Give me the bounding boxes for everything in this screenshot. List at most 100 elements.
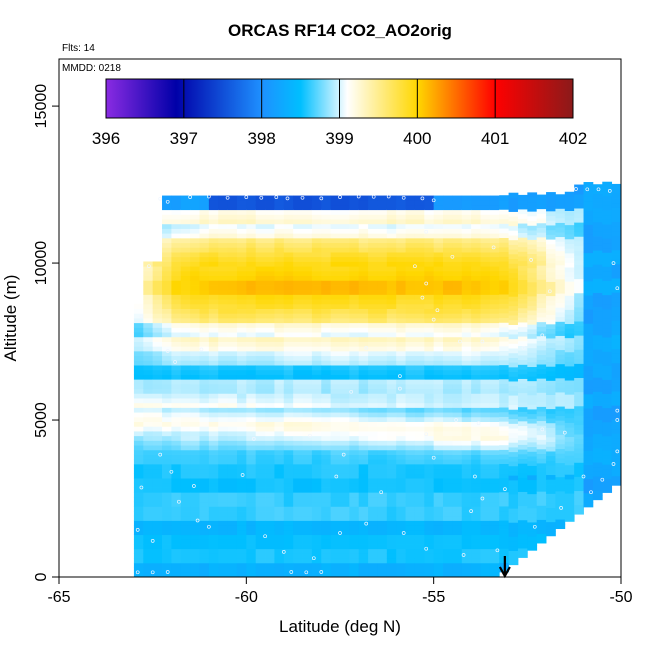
heatmap-cell bbox=[180, 449, 191, 455]
heatmap-cell bbox=[190, 520, 200, 526]
heatmap-cell bbox=[311, 558, 322, 564]
heatmap-cell bbox=[265, 492, 275, 498]
heatmap-cell bbox=[499, 247, 509, 253]
heatmap-cell bbox=[489, 567, 500, 573]
colorbar-tick-label: 398 bbox=[247, 129, 275, 148]
heatmap-cell bbox=[152, 539, 163, 545]
observation-point bbox=[611, 261, 616, 265]
heatmap-cell bbox=[499, 435, 509, 441]
heatmap-cell bbox=[611, 334, 621, 340]
heatmap-cell bbox=[340, 445, 350, 451]
heatmap-cell bbox=[546, 258, 556, 264]
heatmap-cell bbox=[546, 225, 556, 231]
heatmap-cell bbox=[330, 421, 341, 427]
heatmap-cell bbox=[349, 256, 360, 262]
heatmap-cell bbox=[471, 496, 481, 503]
heatmap-cell bbox=[255, 379, 266, 385]
heatmap-cell bbox=[311, 383, 322, 390]
heatmap-cell bbox=[564, 318, 575, 325]
heatmap-cell bbox=[611, 198, 621, 204]
heatmap-cell bbox=[377, 567, 388, 573]
heatmap-cell bbox=[311, 421, 322, 427]
heatmap-cell bbox=[443, 214, 453, 220]
heatmap-cell bbox=[246, 280, 257, 286]
x-axis-label: Latitude (deg N) bbox=[279, 617, 401, 636]
heatmap-cell bbox=[602, 355, 613, 362]
heatmap-cell bbox=[311, 567, 322, 573]
heatmap-cell bbox=[283, 449, 294, 455]
heatmap-cell bbox=[162, 435, 172, 441]
heatmap-cell bbox=[358, 431, 369, 437]
heatmap-cell bbox=[443, 487, 453, 493]
heatmap-cell bbox=[265, 534, 275, 540]
heatmap-cell bbox=[199, 289, 210, 295]
heatmap-cell bbox=[311, 379, 322, 385]
heatmap-cell bbox=[611, 311, 621, 317]
heatmap-cell bbox=[255, 431, 266, 437]
heatmap-cell bbox=[536, 293, 547, 299]
heatmap-cell bbox=[583, 422, 594, 428]
heatmap-cell bbox=[143, 548, 154, 554]
heatmap-cell bbox=[330, 407, 341, 413]
heatmap-cell bbox=[368, 369, 378, 375]
heatmap-cell bbox=[236, 402, 247, 408]
observation-point bbox=[401, 531, 406, 535]
heatmap-cell bbox=[574, 467, 584, 473]
heatmap-cell bbox=[555, 274, 566, 280]
heatmap-cell bbox=[414, 200, 425, 206]
heatmap-cell bbox=[396, 275, 406, 281]
heatmap-cell bbox=[236, 275, 247, 281]
heatmap-cell bbox=[546, 488, 556, 494]
heatmap-cell bbox=[340, 426, 350, 432]
heatmap-cell bbox=[433, 346, 444, 352]
x-tick-label: -60 bbox=[235, 589, 258, 606]
heatmap-cell bbox=[133, 553, 144, 559]
heatmap-cell bbox=[611, 301, 621, 307]
heatmap-cell bbox=[218, 294, 228, 300]
heatmap-cell bbox=[433, 431, 444, 437]
heatmap-cell bbox=[471, 492, 481, 498]
heatmap-cell bbox=[311, 365, 322, 371]
heatmap-cell bbox=[133, 459, 144, 465]
heatmap-cell bbox=[452, 548, 463, 554]
heatmap-cell bbox=[499, 449, 509, 455]
heatmap-cell bbox=[302, 435, 313, 441]
heatmap-cell bbox=[602, 224, 613, 230]
heatmap-cell bbox=[180, 237, 191, 244]
heatmap-cell bbox=[152, 501, 163, 507]
heatmap-cell bbox=[180, 539, 191, 545]
heatmap-cell bbox=[461, 204, 472, 211]
heatmap-cell bbox=[574, 297, 584, 303]
heatmap-cell bbox=[180, 228, 191, 234]
heatmap-cell bbox=[283, 482, 294, 488]
heatmap-cell bbox=[274, 233, 285, 239]
heatmap-cell bbox=[499, 510, 509, 516]
heatmap-cell bbox=[190, 223, 200, 229]
heatmap-cell bbox=[592, 400, 603, 406]
heatmap-cell bbox=[536, 528, 547, 535]
heatmap-cell bbox=[143, 445, 154, 451]
observation-point bbox=[304, 570, 309, 575]
heatmap-cell bbox=[433, 539, 444, 545]
heatmap-cell bbox=[255, 313, 266, 319]
heatmap-cell bbox=[461, 294, 472, 300]
observation-point bbox=[281, 550, 286, 554]
heatmap-cell bbox=[255, 285, 266, 291]
heatmap-cell bbox=[208, 520, 219, 526]
heatmap-cell bbox=[302, 195, 313, 201]
heatmap-cell bbox=[424, 308, 435, 314]
heatmap-cell bbox=[480, 416, 491, 422]
heatmap-cell bbox=[293, 454, 303, 460]
heatmap-cell bbox=[386, 228, 397, 234]
heatmap-cell bbox=[133, 398, 144, 404]
heatmap-cell bbox=[265, 412, 275, 418]
heatmap-cell bbox=[265, 383, 275, 390]
heatmap-cell bbox=[218, 515, 228, 521]
heatmap-cell bbox=[190, 435, 200, 441]
heatmap-cell bbox=[499, 393, 509, 399]
observation-point bbox=[195, 518, 200, 523]
heatmap-cell bbox=[162, 468, 172, 474]
heatmap-cell bbox=[433, 553, 444, 559]
heatmap-cell bbox=[517, 378, 528, 384]
heatmap-cell bbox=[311, 515, 322, 521]
